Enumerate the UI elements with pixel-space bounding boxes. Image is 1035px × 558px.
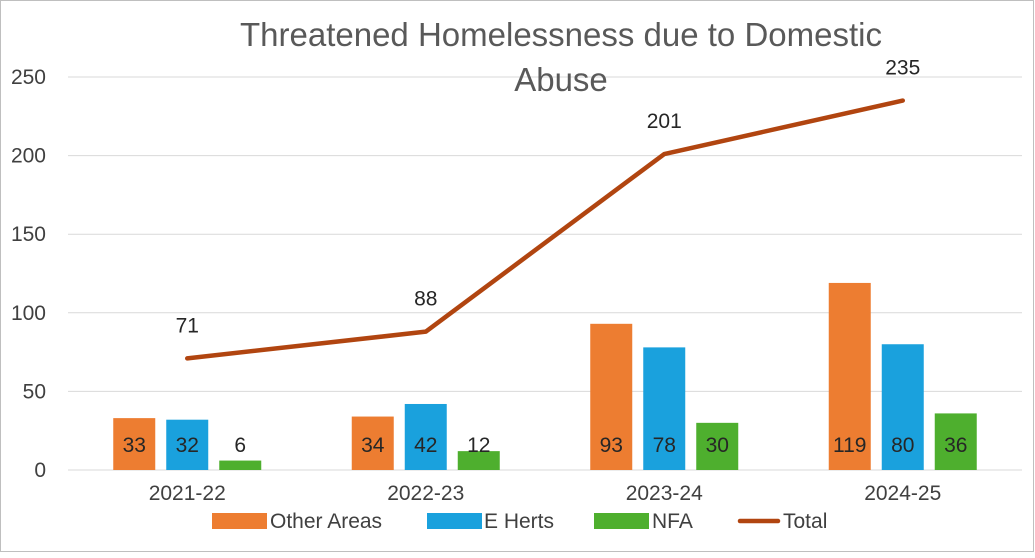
data-label: 93	[600, 434, 623, 457]
data-label: 33	[123, 434, 146, 457]
data-label: 36	[944, 434, 967, 457]
y-tick-label: 100	[11, 302, 46, 325]
data-label: 34	[361, 434, 385, 457]
data-label: 88	[414, 288, 437, 311]
data-label: 32	[176, 434, 199, 457]
data-label: 119	[833, 434, 866, 457]
legend-label: Total	[783, 510, 827, 533]
x-tick-label: 2023-24	[626, 482, 703, 505]
y-tick-label: 200	[11, 145, 46, 168]
x-tick-label: 2021-22	[149, 482, 226, 505]
legend-key	[427, 513, 482, 529]
data-label: 201	[647, 110, 682, 133]
chart-title-line: Abuse	[514, 61, 608, 98]
legend-label: E Herts	[484, 510, 554, 533]
bar	[219, 461, 261, 470]
data-label: 6	[234, 434, 246, 457]
x-tick-label: 2022-23	[387, 482, 464, 505]
data-label: 235	[885, 57, 920, 80]
y-tick-label: 50	[23, 380, 46, 403]
data-label: 12	[467, 434, 490, 457]
legend-label: NFA	[652, 510, 693, 533]
legend-key	[212, 513, 267, 529]
chart-title-line: Threatened Homelessness due to Domestic	[240, 16, 882, 53]
data-label: 78	[653, 434, 676, 457]
data-label: 80	[891, 434, 914, 457]
y-tick-label: 0	[34, 459, 46, 482]
y-tick-label: 250	[11, 66, 46, 89]
legend-key	[594, 513, 649, 529]
data-label: 42	[414, 434, 437, 457]
data-label: 30	[706, 434, 729, 457]
y-tick-label: 150	[11, 223, 46, 246]
x-tick-label: 2024-25	[864, 482, 941, 505]
legend-label: Other Areas	[270, 510, 382, 533]
data-label: 71	[176, 314, 199, 337]
